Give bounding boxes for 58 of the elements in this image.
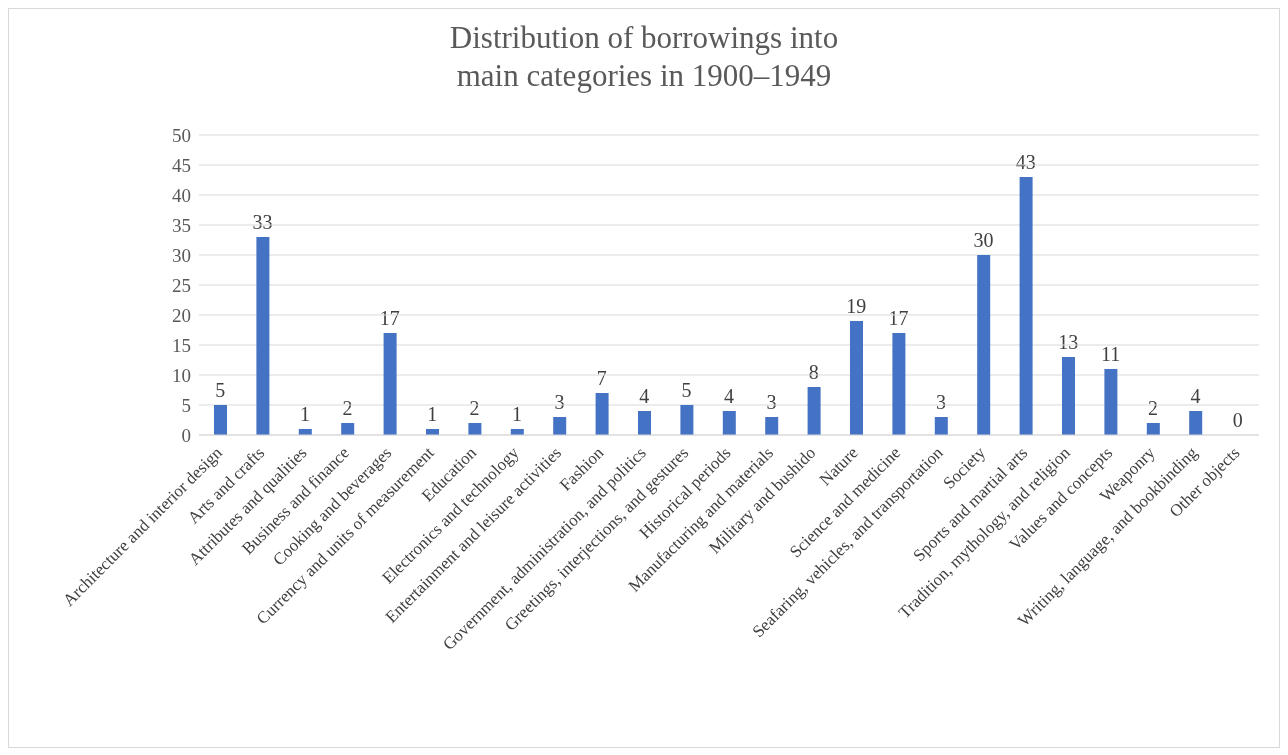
data-label: 2 xyxy=(342,397,353,419)
bar xyxy=(638,411,651,435)
data-label: 30 xyxy=(973,229,994,251)
bar xyxy=(977,255,991,435)
data-label: 1 xyxy=(427,403,438,425)
data-label: 17 xyxy=(888,307,909,329)
bar xyxy=(1189,411,1203,435)
data-label: 17 xyxy=(379,307,400,329)
bar xyxy=(214,405,227,435)
bar xyxy=(341,423,355,435)
data-label: 4 xyxy=(724,385,734,407)
bar xyxy=(553,417,567,435)
bar xyxy=(722,411,736,435)
bar xyxy=(1104,369,1118,435)
bar xyxy=(468,423,482,435)
y-tick-label: 25 xyxy=(172,274,191,296)
data-label: 3 xyxy=(554,391,565,413)
y-tick-label: 20 xyxy=(172,304,191,326)
y-tick-label: 50 xyxy=(172,124,191,146)
data-label: 19 xyxy=(846,295,867,317)
bar xyxy=(595,393,609,435)
data-label: 2 xyxy=(1148,397,1158,419)
y-tick-label: 15 xyxy=(172,334,191,356)
data-label: 4 xyxy=(639,385,650,407)
data-label: 1 xyxy=(300,403,310,425)
bar xyxy=(383,333,397,435)
data-label: 8 xyxy=(808,361,819,383)
bar xyxy=(256,237,270,435)
bar xyxy=(1019,177,1033,435)
y-tick-label: 45 xyxy=(172,154,191,176)
data-label: 4 xyxy=(1190,385,1201,407)
bar xyxy=(1062,357,1075,435)
data-label: 33 xyxy=(252,211,273,233)
y-tick-label: 35 xyxy=(172,214,191,236)
bar xyxy=(765,417,779,435)
bar xyxy=(934,417,948,435)
y-tick-label: 10 xyxy=(172,364,191,386)
bar xyxy=(1146,423,1160,435)
y-tick-label: 0 xyxy=(181,424,191,446)
bar xyxy=(892,333,906,435)
data-label: 43 xyxy=(1015,151,1036,173)
data-label: 11 xyxy=(1100,343,1121,365)
data-label: 7 xyxy=(596,367,607,389)
bar xyxy=(807,387,821,435)
data-label: 0 xyxy=(1232,409,1243,431)
data-label: 1 xyxy=(512,403,522,425)
data-label: 2 xyxy=(469,397,480,419)
y-tick-label: 5 xyxy=(181,394,191,416)
data-label: 3 xyxy=(766,391,777,413)
data-label: 13 xyxy=(1058,331,1079,353)
y-tick-label: 40 xyxy=(172,184,191,206)
y-tick-label: 30 xyxy=(172,244,191,266)
data-label: 3 xyxy=(936,391,946,413)
chart-title: Distribution of borrowings into main categories in 1900–1949 xyxy=(448,19,840,95)
bar xyxy=(680,405,694,435)
bar xyxy=(850,321,863,435)
data-label: 5 xyxy=(681,379,692,401)
data-label: 5 xyxy=(215,379,226,401)
